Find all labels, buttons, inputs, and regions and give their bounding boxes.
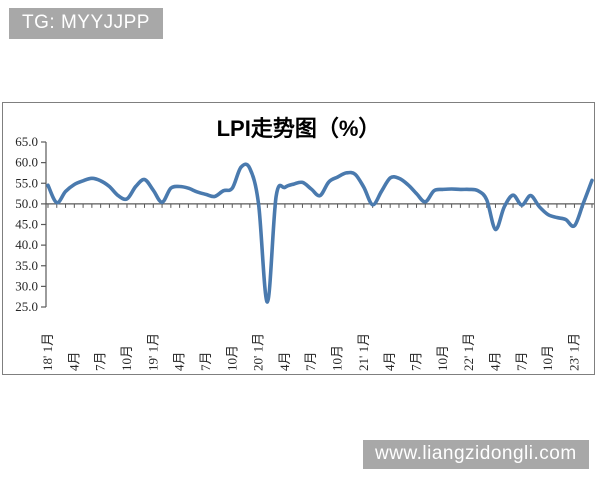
y-axis-tick-label: 35.0 [15, 258, 38, 273]
y-axis-tick-label: 65.0 [15, 134, 38, 149]
y-axis-tick-label: 50.0 [15, 196, 38, 211]
y-axis-tick-label: 30.0 [15, 278, 38, 293]
x-axis-tick-label: 10月 [330, 345, 345, 371]
watermark-text-bottom-right: www.liangzidongli.com [375, 443, 577, 464]
x-axis-tick-label: 4月 [66, 351, 81, 371]
x-axis-tick-label: 7月 [514, 351, 529, 371]
x-axis-tick-label: 10月 [224, 345, 239, 371]
x-axis-tick-label: 21' 1月 [356, 333, 371, 371]
x-axis-tick-label: 4月 [487, 351, 502, 371]
x-axis-tick-label: 10月 [435, 345, 450, 371]
x-axis-tick-label: 20' 1月 [251, 333, 266, 371]
x-axis-tick-label: 7月 [303, 351, 318, 371]
y-axis-tick-label: 60.0 [15, 155, 38, 170]
lpi-line-chart: 65.0 60.0 55.0 50.0 45.0 40.0 35.0 30.0 25.0 18' … [15, 134, 594, 371]
x-axis-tick-label: 23' 1月 [566, 333, 581, 371]
watermark-badge-bottom-right: www.liangzidongli.com [363, 440, 589, 469]
watermark-text-top-left: TG: MYYJJPP [22, 12, 150, 33]
y-axis-tick-label: 45.0 [15, 217, 38, 232]
x-axis-tick-label: 7月 [198, 351, 213, 371]
watermark-badge-top-left: TG: MYYJJPP [9, 8, 163, 39]
y-axis-tick-label: 25.0 [15, 299, 38, 314]
lpi-chart-frame: LPI走势图（%） 65.0 60.0 55.0 50.0 45.0 40.0 35.0 30… [2, 102, 595, 375]
x-axis-tick-label: 7月 [409, 351, 424, 371]
x-axis-tick-label: 7月 [93, 351, 108, 371]
chart-title: LPI走势图（%） [216, 116, 381, 141]
x-axis-tick-label: 4月 [277, 351, 292, 371]
y-axis-tick-label: 40.0 [15, 237, 38, 252]
x-axis-tick-label: 10月 [119, 345, 134, 371]
x-axis-tick-label: 18' 1月 [40, 333, 55, 371]
lpi-series-line [46, 162, 594, 304]
x-axis-tick-label: 4月 [382, 351, 397, 371]
x-axis-tick-label: 4月 [172, 351, 187, 371]
x-axis-tick-label: 19' 1月 [145, 333, 160, 371]
x-axis-tick-label: 22' 1月 [461, 333, 476, 371]
x-axis-tick-label: 10月 [540, 345, 555, 371]
y-axis-tick-label: 55.0 [15, 175, 38, 190]
